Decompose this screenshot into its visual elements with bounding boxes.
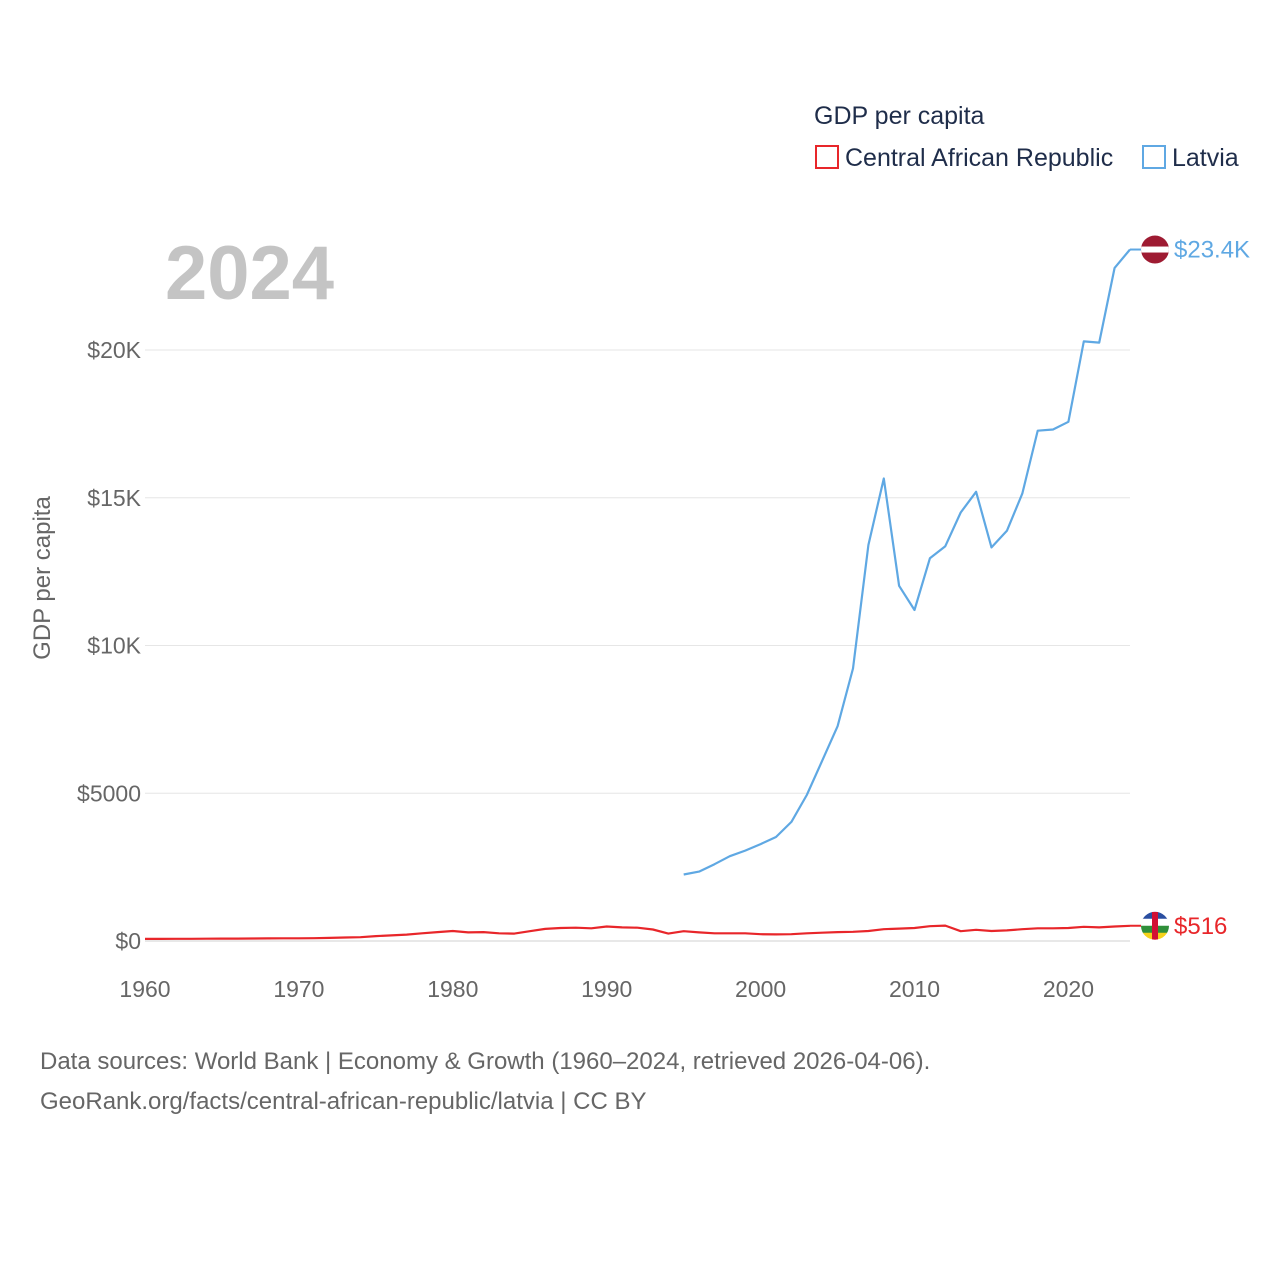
grid [145, 349, 1130, 942]
end-markers: $516 $23.4K [1130, 235, 1250, 940]
series-line-central-african-republic[interactable] [145, 924, 1131, 940]
x-tick-label: 1960 [119, 976, 170, 1002]
x-axis-ticks: 1960 1970 1980 1990 2000 2010 2020 [119, 976, 1094, 1002]
y-tick-label: $10K [87, 633, 141, 659]
gdp-chart: $0 $5000 $10K $15K $20K 1960 1970 1980 1990 2000… [29, 102, 1250, 1002]
y-tick-label: $20K [87, 337, 141, 363]
current-year-label: 2024 [165, 231, 334, 316]
x-tick-label: 2000 [735, 976, 786, 1002]
legend-label-car: Central African Republic [845, 144, 1113, 172]
y-tick-label: $5000 [77, 780, 141, 806]
x-tick-label: 2020 [1043, 976, 1094, 1002]
x-tick-label: 2010 [889, 976, 940, 1002]
end-value-label-latvia: $23.4K [1174, 237, 1250, 264]
x-tick-label: 1990 [581, 976, 632, 1002]
y-tick-label: $0 [115, 928, 141, 954]
series-lines [145, 248, 1131, 940]
legend-title: GDP per capita [814, 102, 985, 130]
x-tick-label: 1980 [427, 976, 478, 1002]
legend-item-latvia[interactable]: Latvia [1142, 144, 1239, 172]
footer-sources: Data sources: World Bank | Economy & Gro… [40, 1048, 931, 1075]
legend-item-central-african-republic[interactable]: Central African Republic [815, 144, 1113, 172]
footer-link[interactable]: GeoRank.org/facts/central-african-republ… [40, 1088, 647, 1115]
y-tick-label: $15K [87, 485, 141, 511]
series-line-latvia[interactable] [683, 248, 1131, 876]
central-african-republic-flag-icon [1141, 911, 1169, 940]
end-value-label-central-african-republic: $516 [1174, 913, 1227, 940]
y-axis-title: GDP per capita [29, 496, 56, 660]
legend-label-latvia: Latvia [1172, 144, 1239, 172]
latvia-flag-icon [1141, 235, 1169, 264]
legend-swatch-car [815, 145, 839, 169]
legend-swatch-latvia [1142, 145, 1166, 169]
y-axis-ticks: $0 $5000 $10K $15K $20K [77, 337, 142, 954]
footer: Data sources: World Bank | Economy & Gro… [40, 1042, 930, 1122]
x-tick-label: 1970 [273, 976, 324, 1002]
